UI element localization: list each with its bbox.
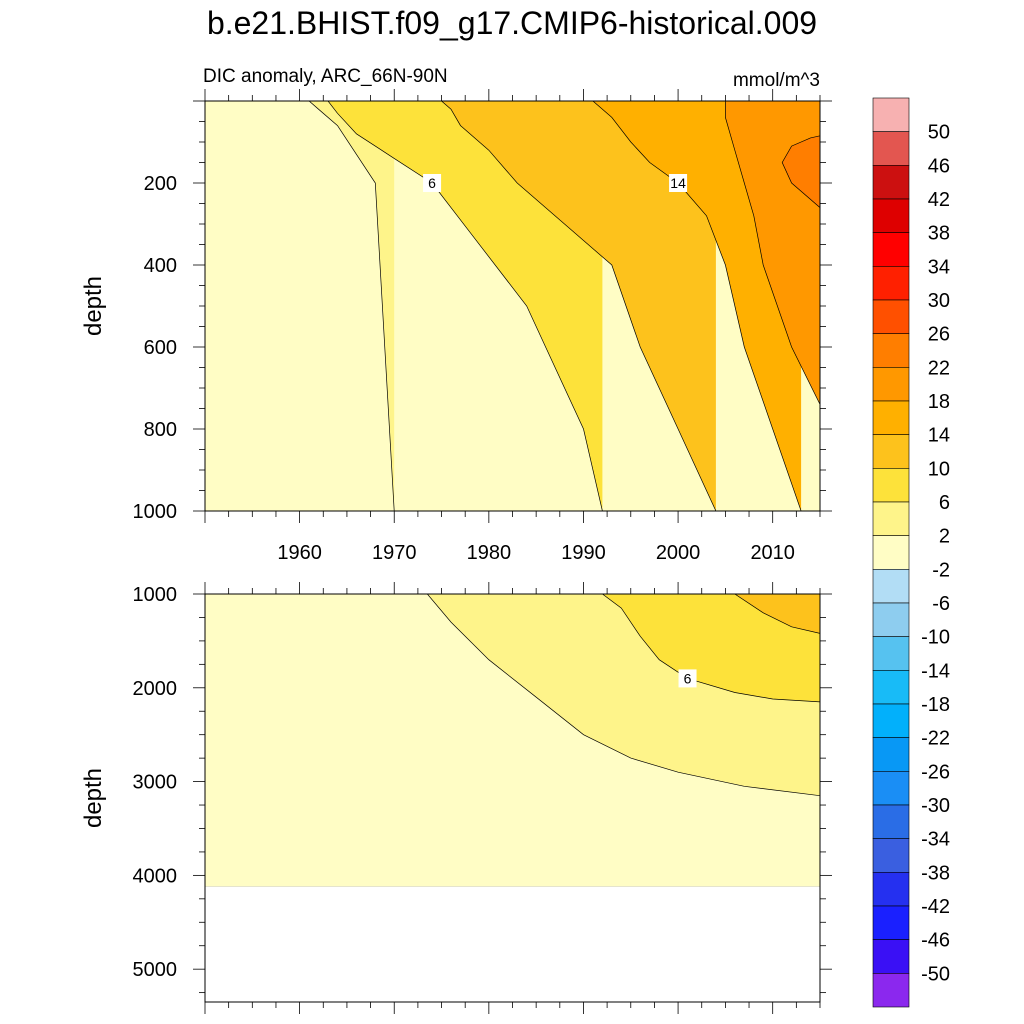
panel-subtitle-units: mmol/m^3: [733, 70, 820, 91]
colorbar-box: [872, 703, 910, 738]
colorbar-label: 26: [928, 324, 950, 346]
contour-band-6: [328, 101, 820, 511]
x-tick-label: 1970: [372, 542, 417, 564]
colorbar-box: [872, 872, 910, 907]
panel-subtitle-left: DIC anomaly, ARC_66N-90N: [203, 66, 448, 87]
colorbar-box: [872, 198, 910, 233]
contour-line-22: [781, 135, 820, 208]
colorbar-label: -2: [932, 559, 950, 581]
contour-line-2: [308, 101, 395, 511]
colorbar-box: [872, 434, 910, 469]
y-tick-label: 4000: [133, 865, 178, 887]
contour-line-18: [725, 101, 820, 405]
colorbar-label: -14: [921, 660, 950, 682]
colorbar-label: 42: [928, 189, 950, 211]
colorbar-box: [872, 939, 910, 974]
colorbar-label: -50: [921, 963, 950, 985]
y-axis-label: depth: [80, 276, 107, 336]
colorbar-box: [872, 97, 910, 132]
contour-band-2: [309, 101, 820, 511]
colorbar-label: 22: [928, 357, 950, 379]
colorbar-label: -42: [921, 896, 950, 918]
colorbar-box: [872, 333, 910, 368]
contour-line-2: [427, 594, 820, 797]
colorbar-label: 10: [928, 458, 950, 480]
lower-contour-panel: 6 1000 2000 3000 4000 5000 depth: [80, 582, 832, 1014]
colorbar-label: 34: [928, 256, 950, 278]
colorbar-box: [872, 232, 910, 267]
contour-line-6: [602, 594, 820, 703]
colorbar-box: [872, 501, 910, 536]
contour-line-10: [734, 594, 820, 634]
colorbar-box: [872, 367, 910, 402]
contour-line-14: [592, 101, 802, 511]
colorbar-label: -6: [932, 593, 950, 615]
y-tick-label: 5000: [133, 959, 178, 981]
y-tick-label: 2000: [133, 678, 178, 700]
colorbar-label: 50: [928, 122, 950, 144]
colorbar-box: [872, 602, 910, 637]
colorbar-label: 2: [939, 526, 950, 548]
contour-line-6: [327, 101, 603, 511]
contour-band-22: [782, 101, 820, 208]
colorbar-label: 46: [928, 155, 950, 177]
colorbar-label: -10: [921, 627, 950, 649]
y-tick-label: 3000: [133, 772, 178, 794]
y-tick-label: 800: [144, 419, 177, 441]
contour-label-6: 6: [428, 175, 436, 191]
colorbar-box: [872, 670, 910, 705]
contour-line-10: [441, 101, 717, 511]
x-tick-label: 1960: [277, 542, 322, 564]
colorbar-label: -18: [921, 694, 950, 716]
colorbar-label: 18: [928, 391, 950, 413]
colorbar-box: [872, 266, 910, 301]
colorbar-label: -22: [921, 728, 950, 750]
y-tick-label: 600: [144, 337, 177, 359]
contour-band-10: [441, 101, 820, 511]
colorbar-box: [872, 771, 910, 806]
y-tick-label: 200: [144, 173, 177, 195]
x-tick-label: 2010: [750, 542, 795, 564]
colorbar-box: [872, 804, 910, 839]
colorbar-label: -34: [921, 829, 950, 851]
colorbar-box: [872, 535, 910, 570]
upper-contour-panel: 6 14 200 400 600 800 1000 depth 1960 1970 1980 1990…: [80, 89, 832, 564]
colorbar-box: [872, 737, 910, 772]
colorbar-box: [872, 468, 910, 503]
contour-band-6: [602, 594, 820, 702]
colorbar-label: -38: [921, 862, 950, 884]
contour-label-14: 14: [670, 175, 686, 191]
y-tick-label: 400: [144, 255, 177, 277]
colorbar-label: 6: [939, 492, 950, 514]
colorbar-label: 38: [928, 223, 950, 245]
colorbar-box: [872, 165, 910, 200]
colorbar-box: [872, 569, 910, 604]
colorbar-box: [872, 905, 910, 940]
colorbar-label: -26: [921, 761, 950, 783]
y-axis-label: depth: [80, 768, 107, 828]
colorbar-label: -30: [921, 795, 950, 817]
figure-title: b.e21.BHIST.f09_g17.CMIP6-historical.009: [207, 5, 817, 41]
x-tick-label: 2000: [656, 542, 701, 564]
contour-label-6: 6: [684, 670, 692, 686]
x-tick-label: 1980: [467, 542, 512, 564]
colorbar-box: [872, 636, 910, 671]
colorbar-box: [872, 973, 910, 1008]
y-tick-label: 1000: [133, 584, 178, 606]
colorbar-box: [872, 400, 910, 435]
colorbar-label: 14: [928, 425, 950, 447]
colorbar-label: 30: [928, 290, 950, 312]
contour-band-10: [734, 594, 820, 634]
y-tick-label: 1000: [133, 501, 178, 523]
colorbar-box: [872, 131, 910, 166]
colorbar-box: [872, 299, 910, 334]
colorbar: 50 46 42 38 34 30 26 22 18 14 10 6 2 -2 -6 -10 -14 -18 -22…: [872, 97, 950, 1008]
x-tick-label: 1990: [561, 542, 606, 564]
colorbar-box: [872, 838, 910, 873]
colorbar-label: -46: [921, 930, 950, 952]
